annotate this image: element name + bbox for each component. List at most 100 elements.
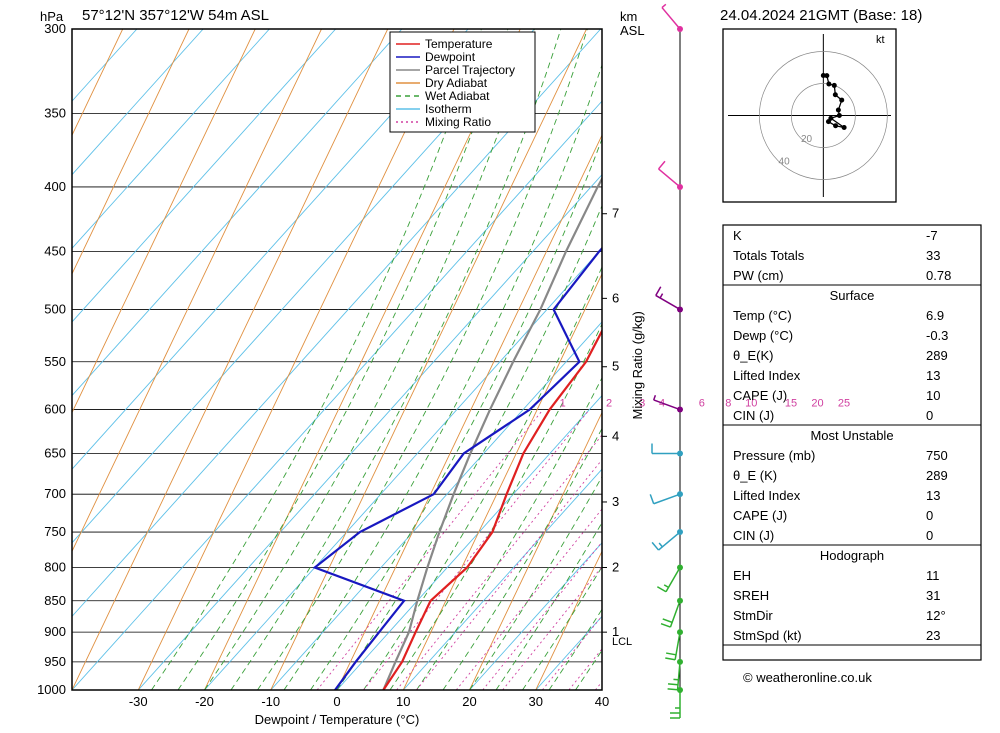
svg-text:40: 40 [779, 156, 791, 167]
svg-text:25: 25 [838, 398, 850, 410]
svg-text:20: 20 [811, 398, 823, 410]
stat-key: CIN (J) [733, 408, 774, 423]
svg-text:450: 450 [44, 244, 66, 259]
wind-barb [661, 601, 680, 627]
svg-text:850: 850 [44, 593, 66, 608]
stat-key: CAPE (J) [733, 388, 787, 403]
stat-value: 0.78 [926, 268, 951, 283]
stat-key: Lifted Index [733, 368, 801, 383]
location-title: 57°12'N 357°12'W 54m ASL [82, 7, 269, 24]
svg-text:ASL: ASL [620, 23, 645, 38]
stat-value: 31 [926, 588, 940, 603]
stat-value: 23 [926, 628, 940, 643]
stat-key: Temp (°C) [733, 308, 792, 323]
stat-value: 750 [926, 448, 948, 463]
skewt-diagram: 57°12'N 357°12'W 54m ASL 24.04.2024 21GMT… [0, 0, 1000, 733]
svg-text:650: 650 [44, 445, 66, 460]
svg-text:900: 900 [44, 624, 66, 639]
stat-key: Lifted Index [733, 488, 801, 503]
stat-value: 12° [926, 608, 946, 623]
wind-barb [659, 161, 680, 187]
svg-text:950: 950 [44, 654, 66, 669]
svg-text:800: 800 [44, 559, 66, 574]
wind-barb [654, 395, 680, 409]
svg-text:2: 2 [606, 398, 612, 410]
stat-value: -7 [926, 228, 938, 243]
svg-text:-20: -20 [195, 694, 214, 709]
svg-text:kt: kt [876, 34, 885, 46]
stat-value: -0.3 [926, 328, 948, 343]
svg-text:500: 500 [44, 301, 66, 316]
wind-barb [650, 494, 680, 504]
stat-value: 0 [926, 528, 933, 543]
section-header: Surface [830, 288, 875, 303]
section-header: Most Unstable [810, 428, 893, 443]
svg-text:350: 350 [44, 106, 66, 121]
dewpoint-profile [315, 29, 786, 690]
stat-value: 13 [926, 368, 940, 383]
svg-text:-30: -30 [129, 694, 148, 709]
stat-value: 289 [926, 348, 948, 363]
stat-value: 11 [926, 568, 940, 583]
wind-barb [657, 567, 680, 591]
stat-value: 0 [926, 408, 933, 423]
wind-barb [670, 690, 680, 718]
svg-text:7: 7 [612, 206, 619, 221]
svg-text:-10: -10 [261, 694, 280, 709]
svg-text:400: 400 [44, 179, 66, 194]
legend-item: Wet Adiabat [425, 89, 490, 103]
svg-text:4: 4 [612, 428, 619, 443]
svg-text:km: km [620, 9, 637, 24]
date-title: 24.04.2024 21GMT (Base: 18) [720, 7, 922, 24]
lcl-label: LCL [612, 636, 632, 648]
svg-text:20: 20 [801, 134, 813, 145]
legend-item: Dry Adiabat [425, 76, 488, 90]
svg-text:0: 0 [333, 694, 340, 709]
svg-text:6: 6 [612, 290, 619, 305]
section-header: Hodograph [820, 548, 884, 563]
svg-text:20: 20 [462, 694, 476, 709]
svg-text:3: 3 [612, 494, 619, 509]
legend-item: Dewpoint [425, 50, 476, 64]
svg-text:1: 1 [560, 398, 566, 410]
svg-text:1000: 1000 [37, 682, 66, 697]
stat-key: Totals Totals [733, 248, 805, 263]
wind-barb [652, 532, 680, 550]
svg-text:8: 8 [725, 398, 731, 410]
svg-text:hPa: hPa [40, 9, 64, 24]
stat-key: StmSpd (kt) [733, 628, 802, 643]
legend-item: Mixing Ratio [425, 115, 491, 129]
stat-key: StmDir [733, 608, 773, 623]
stat-key: CIN (J) [733, 528, 774, 543]
svg-text:600: 600 [44, 402, 66, 417]
stat-key: Pressure (mb) [733, 448, 815, 463]
stat-key: EH [733, 568, 751, 583]
stat-key: K [733, 228, 742, 243]
svg-text:5: 5 [612, 359, 619, 374]
stat-key: CAPE (J) [733, 508, 787, 523]
stat-value: 33 [926, 248, 940, 263]
attribution: © weatheronline.co.uk [743, 670, 872, 685]
legend-item: Isotherm [425, 102, 472, 116]
svg-text:550: 550 [44, 354, 66, 369]
stat-value: 10 [926, 388, 940, 403]
svg-text:30: 30 [529, 694, 543, 709]
svg-text:10: 10 [396, 694, 410, 709]
stat-key: θ_E(K) [733, 348, 773, 363]
svg-text:700: 700 [44, 486, 66, 501]
wind-barb [662, 4, 680, 29]
wind-barb [668, 662, 680, 690]
stat-value: 6.9 [926, 308, 944, 323]
wind-barb [665, 632, 680, 660]
stat-key: θ_E (K) [733, 468, 777, 483]
svg-text:750: 750 [44, 524, 66, 539]
mixing-ratio-axis-label: Mixing Ratio (g/kg) [630, 311, 645, 419]
stat-value: 13 [926, 488, 940, 503]
svg-text:2: 2 [612, 559, 619, 574]
wind-barb [656, 287, 680, 310]
svg-text:6: 6 [699, 398, 705, 410]
wind-barb [652, 443, 680, 453]
stat-key: SREH [733, 588, 769, 603]
legend-item: Parcel Trajectory [425, 63, 515, 77]
stat-key: PW (cm) [733, 268, 784, 283]
